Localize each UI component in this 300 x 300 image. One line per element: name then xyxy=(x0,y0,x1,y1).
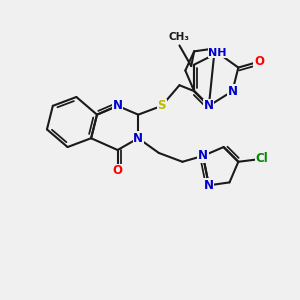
Text: CH₃: CH₃ xyxy=(169,32,190,42)
Text: N: N xyxy=(112,99,123,112)
Text: Cl: Cl xyxy=(256,152,268,165)
Text: N: N xyxy=(227,85,237,98)
Text: O: O xyxy=(254,55,264,68)
Text: N: N xyxy=(204,99,214,112)
Text: N: N xyxy=(133,132,143,145)
Text: O: O xyxy=(112,164,123,177)
Text: N: N xyxy=(198,149,208,162)
Text: N: N xyxy=(204,179,214,192)
Text: NH: NH xyxy=(208,48,227,58)
Text: S: S xyxy=(158,99,166,112)
